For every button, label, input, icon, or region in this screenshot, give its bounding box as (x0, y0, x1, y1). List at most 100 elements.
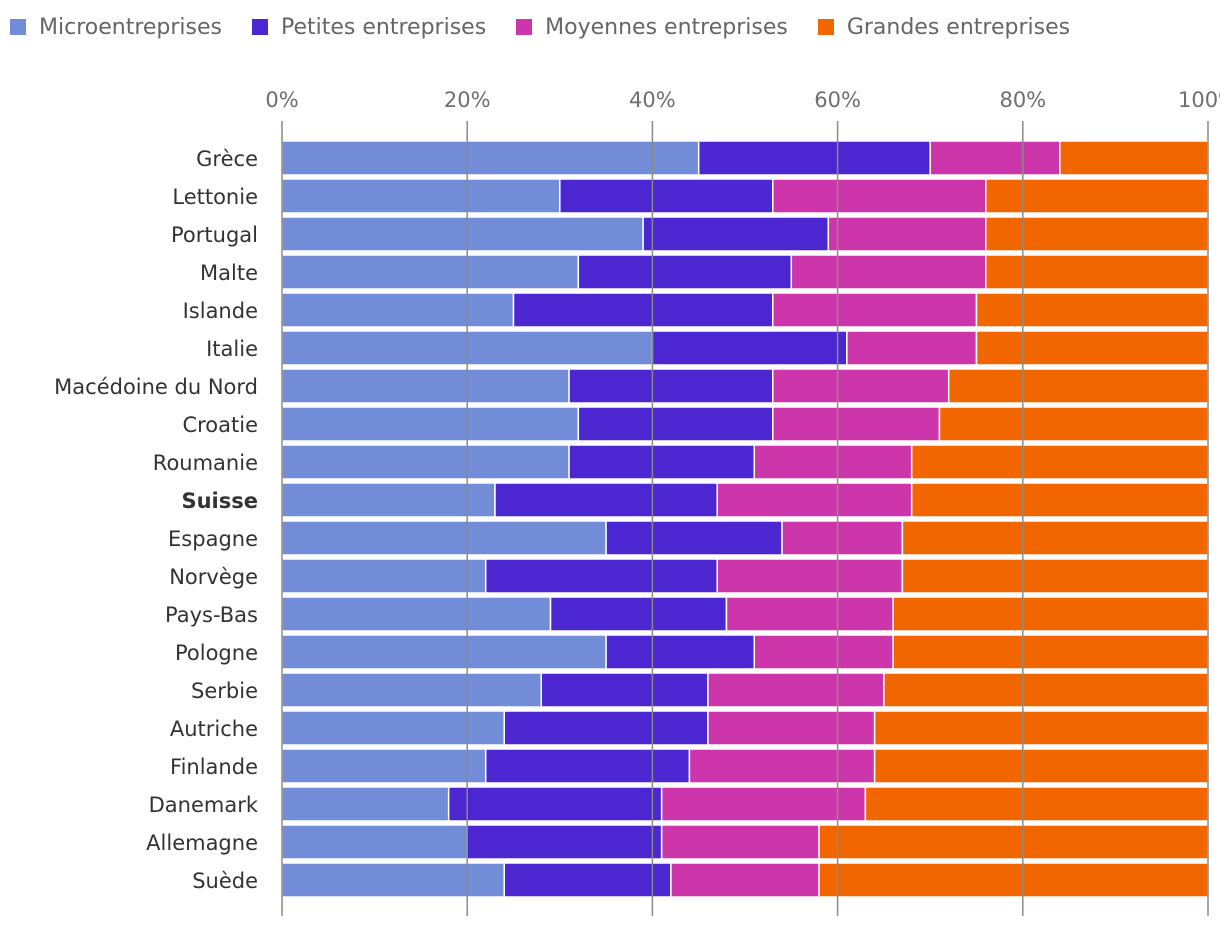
category-label: Portugal (171, 223, 258, 247)
legend-swatch-petites (252, 19, 268, 35)
bar-segment (901, 520, 1209, 556)
category-label: Grèce (196, 147, 258, 171)
category-label: Italie (206, 337, 258, 361)
category-label: Malte (200, 261, 258, 285)
bar-segment (790, 254, 987, 290)
bar-segment (846, 330, 978, 366)
bar-segment (670, 862, 820, 898)
bar-segment (494, 482, 718, 518)
bar-segment (985, 216, 1209, 252)
bar-segment (929, 140, 1061, 176)
bar-segment (549, 596, 728, 632)
category-label: Lettonie (172, 185, 258, 209)
bar-segment (281, 824, 468, 860)
bar-segment (281, 368, 570, 404)
bar-segment (985, 254, 1209, 290)
bar-segment (484, 748, 691, 784)
bar-segment (281, 634, 607, 670)
legend-swatch-moyennes (516, 19, 533, 35)
legend-item-grandes[interactable]: Grandes entreprises (817, 15, 1070, 40)
bar-segment (716, 558, 904, 594)
bar-segment (947, 368, 1209, 404)
legend-label-petites: Petites entreprises (281, 14, 487, 40)
bar-segment (873, 748, 1209, 784)
category-label: Suède (192, 869, 258, 893)
bar-segment (281, 786, 450, 822)
category-label: Serbie (191, 679, 258, 703)
x-tick-label: 40% (629, 88, 676, 112)
chart-legend: Microentreprises Petites entreprises Moy… (10, 10, 1070, 44)
bar-segment (901, 558, 1209, 594)
bar-segment (281, 520, 607, 556)
bar-segment (688, 748, 876, 784)
bar-segment (447, 786, 663, 822)
bar-segment (697, 140, 931, 176)
bar-segment (281, 216, 644, 252)
bar-segment (985, 178, 1209, 214)
bar-segment (281, 862, 505, 898)
legend-item-moyennes[interactable]: Moyennes entreprises (516, 15, 788, 40)
bar-segment (818, 824, 1209, 860)
bar-segment (660, 824, 820, 860)
bar-segment (772, 178, 987, 214)
bar-segment (864, 786, 1209, 822)
bar-segment (281, 482, 496, 518)
bar-segment (281, 178, 561, 214)
bar-segment (753, 444, 913, 480)
bar-segment (503, 710, 709, 746)
bar-segment (1059, 140, 1209, 176)
category-label: Roumanie (153, 451, 258, 475)
bar-segment (772, 406, 941, 442)
category-label: Pays-Bas (165, 603, 258, 627)
x-tick-label: 80% (999, 88, 1046, 112)
bar-segment (281, 406, 580, 442)
legend-item-petites[interactable]: Petites entreprises (252, 15, 486, 40)
bar-segment (910, 482, 1209, 518)
bar-segment (772, 368, 950, 404)
x-tick-label: 0% (265, 88, 298, 112)
bar-segment (484, 558, 718, 594)
bar-segment (660, 786, 867, 822)
legend-swatch-micro (10, 19, 26, 35)
category-label: Norvège (169, 565, 258, 589)
bar-segment (716, 482, 913, 518)
bar-segment (281, 672, 543, 708)
bar-segment (975, 292, 1209, 328)
bar-segment (827, 216, 987, 252)
bar-segment (892, 634, 1209, 670)
legend-label-micro: Microentreprises (39, 14, 222, 40)
bar-segment (281, 292, 515, 328)
bar-segment (883, 672, 1209, 708)
bar-segment (281, 140, 700, 176)
bar-segment (651, 330, 848, 366)
category-label: Pologne (175, 641, 258, 665)
bar-segment (605, 520, 783, 556)
bar-segment (559, 178, 774, 214)
bar-segment (818, 862, 1209, 898)
bar-segment (503, 862, 672, 898)
bar-segment (938, 406, 1209, 442)
category-label: Macédoine du Nord (54, 375, 258, 399)
bar-segment (781, 520, 904, 556)
bar-segment (281, 748, 487, 784)
legend-item-micro[interactable]: Microentreprises (10, 15, 222, 40)
category-label: Danemark (149, 793, 259, 817)
bar-segment (540, 672, 709, 708)
category-label: Autriche (170, 717, 258, 741)
bar-segment (577, 254, 793, 290)
x-tick-label: 100% (1178, 88, 1220, 112)
bar-segment (577, 406, 774, 442)
category-label: Finlande (170, 755, 258, 779)
category-label: Croatie (182, 413, 258, 437)
category-label: Islande (183, 299, 258, 323)
category-label: Suisse (181, 489, 258, 513)
legend-swatch-grandes (817, 19, 834, 35)
bar-segment (281, 254, 580, 290)
category-label: Allemagne (146, 831, 258, 855)
bar-segment (892, 596, 1209, 632)
bar-segment (707, 710, 876, 746)
bar-segment (753, 634, 894, 670)
bar-segment (512, 292, 774, 328)
bar-segment (568, 368, 774, 404)
bar-segment (975, 330, 1209, 366)
